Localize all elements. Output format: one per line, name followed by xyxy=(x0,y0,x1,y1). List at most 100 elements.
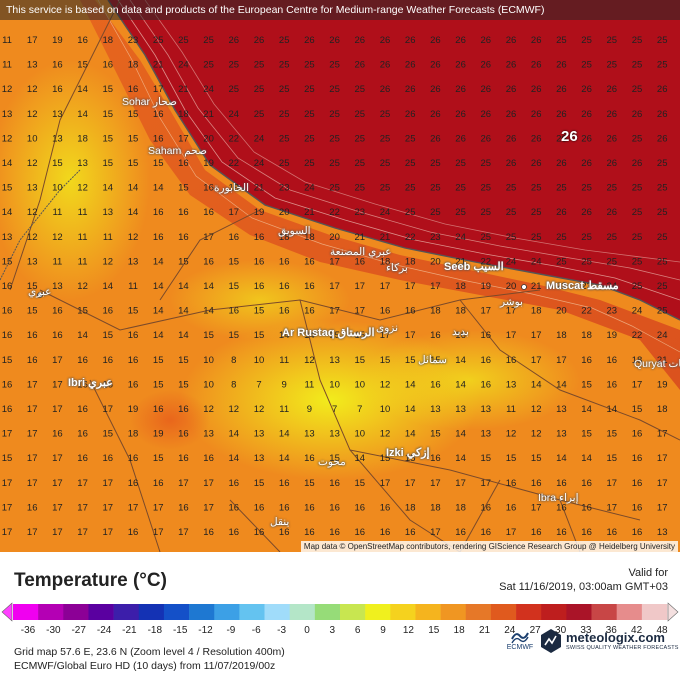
grid-value: 25 xyxy=(657,207,668,218)
grid-value: 25 xyxy=(405,133,416,144)
grid-value: 15 xyxy=(103,429,114,440)
grid-value: 16 xyxy=(229,306,240,317)
grid-value: 23 xyxy=(430,232,441,243)
grid-value: 25 xyxy=(657,306,668,317)
grid-value: 10 xyxy=(380,404,391,415)
legend-title: Temperature (°C) xyxy=(14,570,167,591)
gulf-of-oman-sea xyxy=(108,0,680,320)
grid-value: 18 xyxy=(304,232,315,243)
grid-value: 11 xyxy=(78,232,88,243)
grid-value: 16 xyxy=(2,379,13,390)
scale-tick-label: 24 xyxy=(504,625,516,636)
city-label-quryat[interactable]: Quryat قريات xyxy=(634,358,680,370)
grid-value: 15 xyxy=(355,355,366,366)
grid-value: 26 xyxy=(481,109,492,120)
city-label-khaburah[interactable]: الخابورة xyxy=(214,182,250,194)
grid-value: 13 xyxy=(329,429,340,440)
grid-value: 14 xyxy=(103,183,114,194)
grid-value: 19 xyxy=(254,207,265,218)
city-label-ar-rustaq[interactable]: Ar Rustaq الرستاق xyxy=(282,327,375,339)
grid-value: 15 xyxy=(153,453,164,464)
grid-value: 12 xyxy=(27,84,38,95)
grid-value: 25 xyxy=(178,35,189,46)
grid-value: 25 xyxy=(380,183,391,194)
grid-value: 14 xyxy=(455,355,466,366)
grid-value: 17 xyxy=(657,429,668,440)
grid-value: 22 xyxy=(632,330,643,341)
grid-value: 18 xyxy=(455,502,466,513)
temperature-map[interactable]: 11 17 19 16 18 23 25 25 25 26 26 25 26 26 26 26 26 26 26 26… xyxy=(0,0,680,552)
meteologix-brand[interactable]: meteologix.com xyxy=(566,630,665,645)
grid-value: 17 xyxy=(329,281,340,292)
grid-value: 26 xyxy=(355,60,366,71)
grid-value: 25 xyxy=(329,133,340,144)
grid-value: 25 xyxy=(657,232,668,243)
city-label-ibra[interactable]: Ibra إبراء xyxy=(538,492,579,504)
city-label-nizwa-area[interactable]: نزوى xyxy=(376,322,399,334)
city-label-ibri[interactable]: Ibri عبري xyxy=(68,377,113,389)
grid-value: 25 xyxy=(455,207,466,218)
scale-tick-label: 3 xyxy=(329,625,336,636)
grid-value: 25 xyxy=(632,84,643,95)
isotherm xyxy=(129,0,680,281)
city-label-seeb[interactable]: Seeb السيب xyxy=(444,261,504,273)
city-label-bawshar[interactable]: بوشر xyxy=(500,296,523,308)
grid-value: 26 xyxy=(531,133,542,144)
grid-value: 16 xyxy=(380,502,391,513)
grid-value: 16 xyxy=(52,60,63,71)
grid-value: 16 xyxy=(455,527,466,538)
meteologix-logo-icon[interactable] xyxy=(540,628,562,654)
grid-value: 17 xyxy=(481,306,492,317)
grid-value: 17 xyxy=(128,502,139,513)
grid-value: 17 xyxy=(455,478,466,489)
grid-value: 25 xyxy=(430,158,441,169)
city-label-barka[interactable]: بركاء xyxy=(386,262,408,274)
grid-value: 20 xyxy=(556,306,567,317)
city-label-bidbid[interactable]: بدبد xyxy=(452,326,469,338)
city-label-ibri-north[interactable]: عبري xyxy=(28,286,52,298)
grid-value: 16 xyxy=(279,527,290,538)
city-marker xyxy=(37,292,43,298)
grid-value: 25 xyxy=(405,158,416,169)
city-label-samail[interactable]: سمائل xyxy=(418,354,447,366)
grid-value: 11 xyxy=(279,404,289,415)
scale-swatch xyxy=(163,604,190,620)
grid-value: 15 xyxy=(103,133,114,144)
grid-value: 16 xyxy=(304,502,315,513)
grid-value: 20 xyxy=(329,232,340,243)
grid-value: 10 xyxy=(355,379,366,390)
grid-value: 16 xyxy=(178,429,189,440)
scale-left-arrow xyxy=(1,602,13,622)
valid-time: Sat 11/16/2019, 03:00am GMT+03 xyxy=(499,581,668,593)
grid-value: 24 xyxy=(229,109,240,120)
grid-value: 26 xyxy=(581,207,592,218)
max-temperature-label: 26 xyxy=(561,128,578,145)
city-label-mahout[interactable]: محوت xyxy=(318,456,346,468)
city-label-izki[interactable]: Izki إزكي xyxy=(386,447,430,459)
grid-value: 17 xyxy=(178,478,189,489)
grid-value: 17 xyxy=(203,502,214,513)
grid-value: 17 xyxy=(27,379,38,390)
grid-value: 16 xyxy=(506,502,517,513)
grid-value: 26 xyxy=(430,109,441,120)
grid-value: 14 xyxy=(229,429,240,440)
grid-value: 16 xyxy=(556,502,567,513)
city-label-masnaah[interactable]: عبري المصنعة xyxy=(330,246,392,258)
grid-value: 15 xyxy=(128,133,139,144)
grid-value: 25 xyxy=(254,109,265,120)
grid-value: 12 xyxy=(27,109,38,120)
grid-value: 24 xyxy=(254,158,265,169)
grid-value: 16 xyxy=(581,478,592,489)
city-label-muscat[interactable]: Muscat مسقط xyxy=(546,280,619,292)
grid-value: 21 xyxy=(254,183,265,194)
city-label-sohar[interactable]: Sohar صحار xyxy=(122,96,177,108)
city-label-suwaiq[interactable]: السويق xyxy=(278,225,311,237)
grid-value: 26 xyxy=(581,158,592,169)
grid-value: 17 xyxy=(657,478,668,489)
grid-value: 12 xyxy=(2,84,13,95)
grid-value: 25 xyxy=(607,60,618,71)
grid-value: 10 xyxy=(27,133,38,144)
city-label-saham[interactable]: Saham صحم xyxy=(148,145,207,157)
city-label-yanqul[interactable]: ينقل xyxy=(270,516,290,528)
scale-tick-label: 42 xyxy=(631,625,643,636)
